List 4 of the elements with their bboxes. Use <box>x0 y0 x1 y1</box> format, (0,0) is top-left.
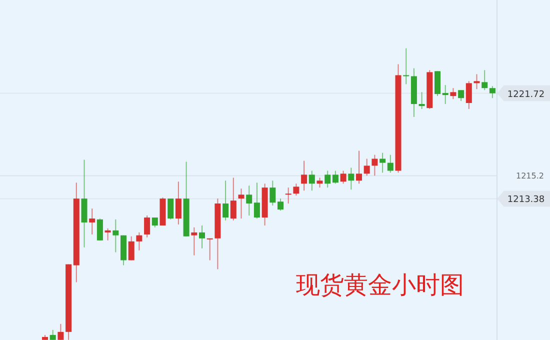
text: 现货黄金小时图 <box>296 271 464 299</box>
y-tick-label: 1221.72 <box>507 90 545 100</box>
y-tick-label: 1215.2 <box>516 172 544 181</box>
y-tick-label: 1213.38 <box>507 195 545 206</box>
